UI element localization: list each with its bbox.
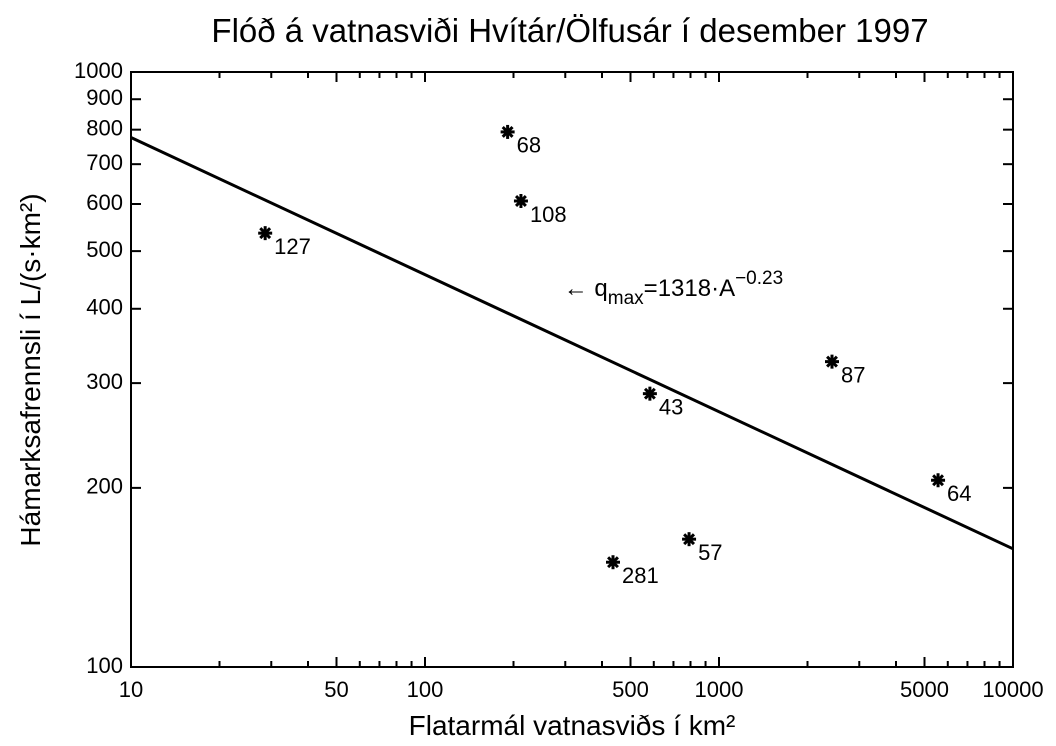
fit-line	[130, 136, 1014, 551]
fit-equation: ← qmax=1318·A−0.23	[564, 268, 783, 309]
equation-sup: −0.23	[735, 268, 783, 289]
equation-lead: ← q	[564, 275, 608, 302]
chart-title: Flóð á vatnasviði Hvítár/Ölfusár í desem…	[211, 12, 928, 49]
point-stroke	[932, 474, 945, 487]
x-tick-label: 50	[324, 677, 348, 702]
point-label: 127	[274, 234, 311, 259]
point-label: 64	[947, 481, 971, 506]
point-stroke	[826, 355, 838, 368]
x-axis-label: Flatarmál vatnasviðs í km²	[409, 710, 736, 741]
point-label: 87	[841, 362, 865, 387]
y-tick-label: 700	[86, 150, 123, 175]
y-tick-label: 1000	[74, 58, 123, 83]
point-stroke	[259, 227, 272, 240]
point-stroke	[607, 556, 619, 569]
y-tick-label: 400	[86, 295, 123, 320]
x-tick-label: 5000	[900, 677, 949, 702]
point-label: 281	[622, 563, 659, 588]
point-stroke	[683, 533, 696, 546]
x-tick-label: 500	[612, 677, 649, 702]
point	[931, 473, 946, 488]
point-label: 57	[698, 540, 722, 565]
x-tick-label: 1000	[695, 677, 744, 702]
y-tick-label: 900	[86, 85, 123, 110]
point	[682, 532, 697, 547]
x-tick-label: 10	[119, 677, 143, 702]
point-label: 43	[659, 394, 683, 419]
point-label: 68	[517, 133, 541, 158]
y-tick-label: 300	[86, 369, 123, 394]
y-axis-label: Hámarksafrennsli í L/(s·km²)	[15, 193, 46, 546]
equation-main: =1318·A	[644, 275, 735, 302]
point-stroke	[643, 387, 656, 400]
point	[642, 386, 657, 401]
plot-frame	[130, 71, 1014, 668]
point	[606, 555, 621, 570]
x-tick-label: 10000	[982, 677, 1043, 702]
x-tick-label: 100	[407, 677, 444, 702]
point-label: 108	[530, 202, 567, 227]
point	[824, 354, 839, 369]
y-tick-label: 600	[86, 190, 123, 215]
y-tick-label: 800	[86, 115, 123, 140]
equation-sub: max	[608, 288, 644, 309]
y-tick-label: 500	[86, 237, 123, 262]
point-stroke	[501, 125, 514, 138]
point	[258, 226, 273, 241]
y-tick-label: 100	[86, 653, 123, 678]
y-tick-label: 200	[86, 474, 123, 499]
point	[500, 124, 515, 139]
point	[513, 194, 528, 209]
point-stroke	[514, 195, 527, 207]
